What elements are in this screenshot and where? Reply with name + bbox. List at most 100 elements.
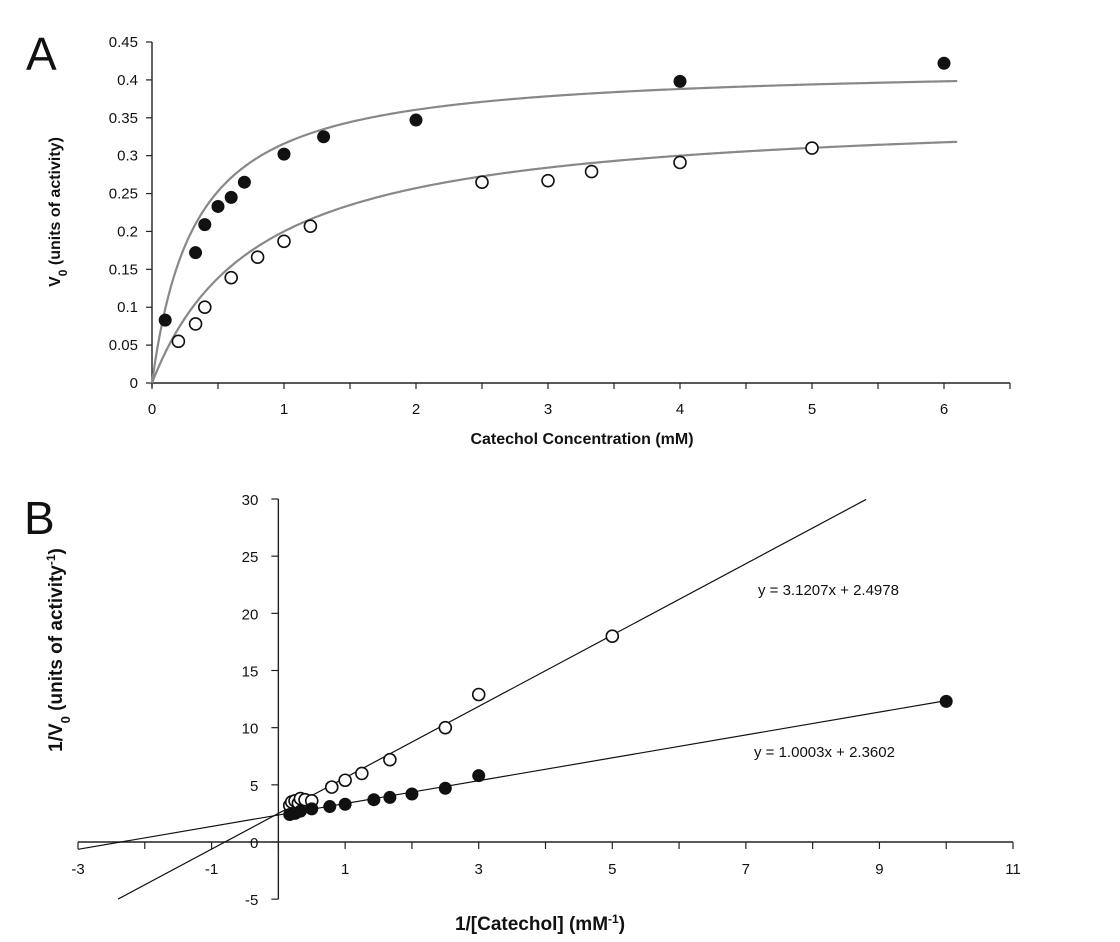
- panel-b-y-axis-title-sup: -1: [44, 554, 58, 565]
- panel-a-open-point: [224, 270, 238, 285]
- panel-a-y-tick-label: 0.2: [117, 223, 138, 240]
- panel-a-filled-point: [198, 218, 212, 232]
- panel-a-x-tick-label: 3: [544, 401, 552, 418]
- panel-a-ticks: 0 0.05 0.1 0.15 0.2 0.25 0.3 0.35 0.4 0.45 0 1 2 3 4 5 6: [109, 34, 1011, 418]
- panel-b-x-axis-title-end: ): [619, 914, 625, 935]
- panel-a: A 0 0.05 0.1 0.15 0.2 0.25 0.3 0.35 0.4 0.45 0 1 2 3 4…: [26, 28, 1011, 448]
- panel-b-x-tick-label: 3: [475, 861, 483, 878]
- panel-b-y-tick-label: 10: [242, 721, 259, 738]
- panel-a-open-point: [673, 155, 687, 170]
- panel-b-filled-point: [438, 781, 452, 795]
- panel-b-fit-line-2: [77, 700, 947, 850]
- panel-b-open-point: [383, 752, 397, 767]
- panel-a-y-tick-label: 0.45: [109, 34, 138, 51]
- panel-b-fit-lines: [77, 498, 947, 900]
- panel-b-axes: [78, 499, 1013, 900]
- panel-a-open-point: [250, 250, 265, 265]
- panel-a-filled-point: [211, 199, 225, 213]
- panel-b-x-tick-label: -1: [205, 861, 218, 878]
- panel-b-filled-point: [338, 797, 352, 811]
- panel-a-y-tick-label: 0.15: [109, 261, 138, 278]
- panel-a-open-point: [475, 175, 489, 189]
- panel-b-open-point: [324, 780, 339, 794]
- panel-a-x-tick-label: 2: [412, 401, 420, 418]
- panel-a-x-axis-title: Catechol Concentration (mM): [470, 431, 693, 448]
- panel-b-equation-open: y = 3.1207x + 2.4978: [758, 582, 899, 599]
- panel-b-ticks: -5 0 5 10 15 20 25 30 -3 -1 1 3 5 7 9 11: [71, 492, 1020, 909]
- panel-b-filled-point: [405, 787, 419, 801]
- panel-a-filled-point: [277, 147, 291, 161]
- panel-a-y-axis-title-rest: (units of activity): [47, 137, 64, 269]
- panel-a-y-tick-label: 0: [130, 375, 138, 392]
- panel-b-y-axis-title-mid: (units of activity: [46, 565, 67, 716]
- panel-a-letter: A: [26, 28, 57, 80]
- panel-a-x-tick-label: 1: [280, 401, 288, 418]
- panel-b-open-point: [605, 629, 620, 644]
- panel-b-open-point: [438, 720, 453, 735]
- panel-b-filled-point: [323, 800, 337, 814]
- panel-b-y-tick-label: 15: [242, 664, 259, 681]
- panel-a-filled-point: [158, 313, 172, 327]
- panel-b-y-tick-label: 20: [242, 606, 259, 623]
- panel-a-axes: [151, 42, 1010, 387]
- panel-b-equation-filled: y = 1.0003x + 2.3602: [754, 744, 895, 761]
- panel-a-filled-point: [189, 246, 203, 260]
- panel-b-filled-point: [293, 804, 307, 818]
- panel-b-x-axis-title-main: 1/[Catechol] (mM: [455, 914, 608, 935]
- panel-a-y-tick-label: 0.25: [109, 186, 138, 203]
- panel-b-filled-point: [472, 769, 486, 783]
- panel-a-fit-curves: [150, 79, 958, 384]
- panel-b-y-tick-label: 30: [242, 492, 259, 509]
- panel-a-open-point: [303, 219, 318, 233]
- panel-b-x-axis-title-sup: -1: [608, 912, 619, 926]
- panel-b-x-axis-title: 1/[Catechol] (mM-1): [455, 912, 625, 935]
- panel-a-open-point: [805, 141, 819, 155]
- panel-a-y-axis-title-sub: 0: [56, 269, 70, 276]
- panel-a-filled-point: [317, 130, 331, 144]
- panel-b-y-tick-label: 25: [242, 549, 259, 566]
- panel-b-y-axis-title-main: 1/V: [46, 723, 67, 752]
- panel-a-y-tick-label: 0.05: [109, 337, 138, 354]
- panel-a-open-point: [198, 300, 212, 315]
- panel-b-filled-point: [383, 790, 397, 804]
- panel-a-y-tick-label: 0.1: [117, 299, 138, 316]
- panel-b-x-tick-label: 9: [875, 861, 883, 878]
- panel-b-y-tick-label: -5: [245, 892, 258, 909]
- panel-a-open-point: [541, 173, 555, 188]
- panel-a-y-axis-title: V0 (units of activity): [47, 137, 70, 287]
- panel-a-fit-curve-1: [150, 79, 958, 384]
- panel-b: B -5 0 5 10 15 20 25 30 -3 -1 1 3 5 7 9 11 y = 3.1207x …: [24, 492, 1021, 935]
- panel-a-x-tick-label: 4: [676, 401, 684, 418]
- panel-b-points: [282, 629, 953, 822]
- panel-a-open-point: [171, 334, 186, 349]
- panel-a-y-tick-label: 0.3: [117, 148, 138, 165]
- panel-b-y-tick-label: 5: [250, 778, 258, 795]
- panel-a-open-point: [277, 234, 291, 249]
- panel-a-points: [158, 56, 951, 349]
- panel-b-x-tick-label: -3: [71, 861, 84, 878]
- panel-a-filled-point: [673, 74, 687, 88]
- panel-b-filled-point: [305, 802, 319, 816]
- panel-b-y-axis-title-sub: 0: [58, 716, 73, 723]
- panel-a-x-tick-label: 0: [148, 401, 156, 418]
- panel-a-x-tick-label: 5: [808, 401, 816, 418]
- panel-a-y-axis-title-main: V: [47, 276, 64, 287]
- panel-b-letter: B: [24, 492, 55, 544]
- panel-a-y-tick-label: 0.35: [109, 110, 138, 127]
- panel-b-open-point: [355, 766, 369, 781]
- panel-b-filled-point: [367, 793, 381, 807]
- panel-b-y-tick-label: 0: [250, 835, 258, 852]
- panel-a-open-point: [188, 317, 203, 331]
- panel-a-x-tick-label: 6: [940, 401, 948, 418]
- panel-a-open-point: [584, 164, 599, 179]
- panel-b-x-tick-label: 1: [341, 861, 349, 878]
- panel-b-y-axis-title: 1/V0 (units of activity-1): [44, 548, 73, 752]
- panel-a-y-tick-label: 0.4: [117, 72, 138, 89]
- panel-b-x-tick-label: 11: [1005, 861, 1021, 878]
- panel-b-y-axis-title-end: ): [46, 548, 67, 554]
- panel-b-open-point: [471, 687, 486, 702]
- panel-a-filled-point: [224, 190, 238, 204]
- panel-a-filled-point: [237, 175, 251, 189]
- panel-a-filled-point: [937, 56, 951, 70]
